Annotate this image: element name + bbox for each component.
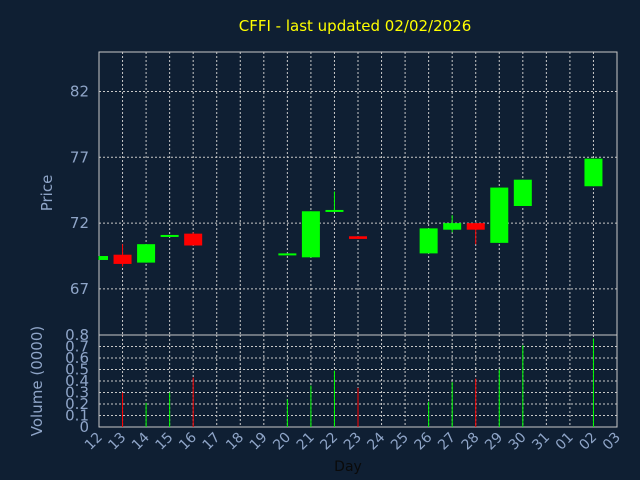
volume-tick-label: 0.1 (65, 407, 89, 425)
volume-bar (169, 392, 171, 427)
volume-bars (122, 338, 594, 427)
volume-bar (357, 387, 359, 427)
candle-body (490, 187, 509, 243)
volume-bar (333, 370, 335, 427)
candle (349, 236, 367, 239)
price-tick-label: 67 (70, 280, 89, 298)
candle-body (419, 228, 438, 254)
candle-body (349, 236, 367, 239)
volume-bar (592, 338, 594, 427)
price-tick-labels: 67 72 77 82 (70, 82, 89, 297)
volume-tick-label: 0.2 (65, 395, 89, 413)
candle-body (443, 223, 462, 230)
volume-bar (145, 402, 147, 427)
candle-body (278, 253, 297, 256)
candle-body (113, 254, 132, 264)
volume-bar (192, 377, 194, 427)
volume-tick-label: 0 (79, 418, 89, 436)
volume-axis-label: Volume (0000) (28, 326, 46, 436)
candle-body (301, 211, 320, 258)
candle-body (160, 234, 179, 237)
chart-title: CFFI - last updated 02/02/2026 (239, 17, 472, 35)
x-axis-label: Day (334, 459, 362, 475)
price-tick-label: 77 (70, 148, 89, 166)
candle-body (137, 244, 156, 263)
volume-bar (451, 382, 453, 427)
x-tick-labels: 12 13 14 15 16 17 18 19 20 21 22 23 24 25 26 27 28 29 30 31… (82, 429, 624, 453)
volume-tick-label: 0.8 (65, 326, 89, 344)
volume-bar (310, 385, 312, 427)
volume-bar (522, 345, 524, 427)
volume-tick-label: 0.5 (65, 361, 89, 379)
volume-bar (286, 399, 288, 427)
candle-body (99, 256, 108, 260)
price-axis-label: Price (38, 175, 56, 212)
volume-tick-label: 0.6 (65, 349, 89, 367)
price-tick-label: 82 (70, 82, 89, 100)
volume-tick-label: 0.7 (65, 338, 89, 356)
candle (278, 253, 297, 256)
candle (443, 215, 462, 233)
candle-body (584, 158, 603, 187)
price-tick-label: 72 (70, 214, 89, 232)
volume-tick-label: 0.4 (65, 372, 89, 390)
candle (466, 223, 485, 245)
candle-body (466, 223, 485, 230)
volume-bar (498, 369, 500, 427)
candle (419, 228, 438, 254)
candle (584, 158, 603, 187)
candle (513, 179, 532, 207)
candle (325, 191, 344, 212)
candle (490, 187, 509, 243)
candle (137, 244, 156, 263)
candle (301, 211, 320, 258)
volume-tick-labels: 00.10.20.30.40.50.60.70.8 (65, 326, 89, 436)
volume-bar (122, 392, 124, 427)
price-candles (98, 158, 603, 267)
volume-bar (428, 401, 430, 427)
candle (113, 244, 132, 267)
candle (184, 232, 203, 246)
volume-bar (475, 378, 477, 427)
candle (98, 256, 108, 260)
candle-body (184, 233, 203, 246)
volume-tick-label: 0.3 (65, 384, 89, 402)
candle-body (325, 209, 344, 212)
candle (160, 234, 179, 237)
candle-body (513, 179, 532, 207)
